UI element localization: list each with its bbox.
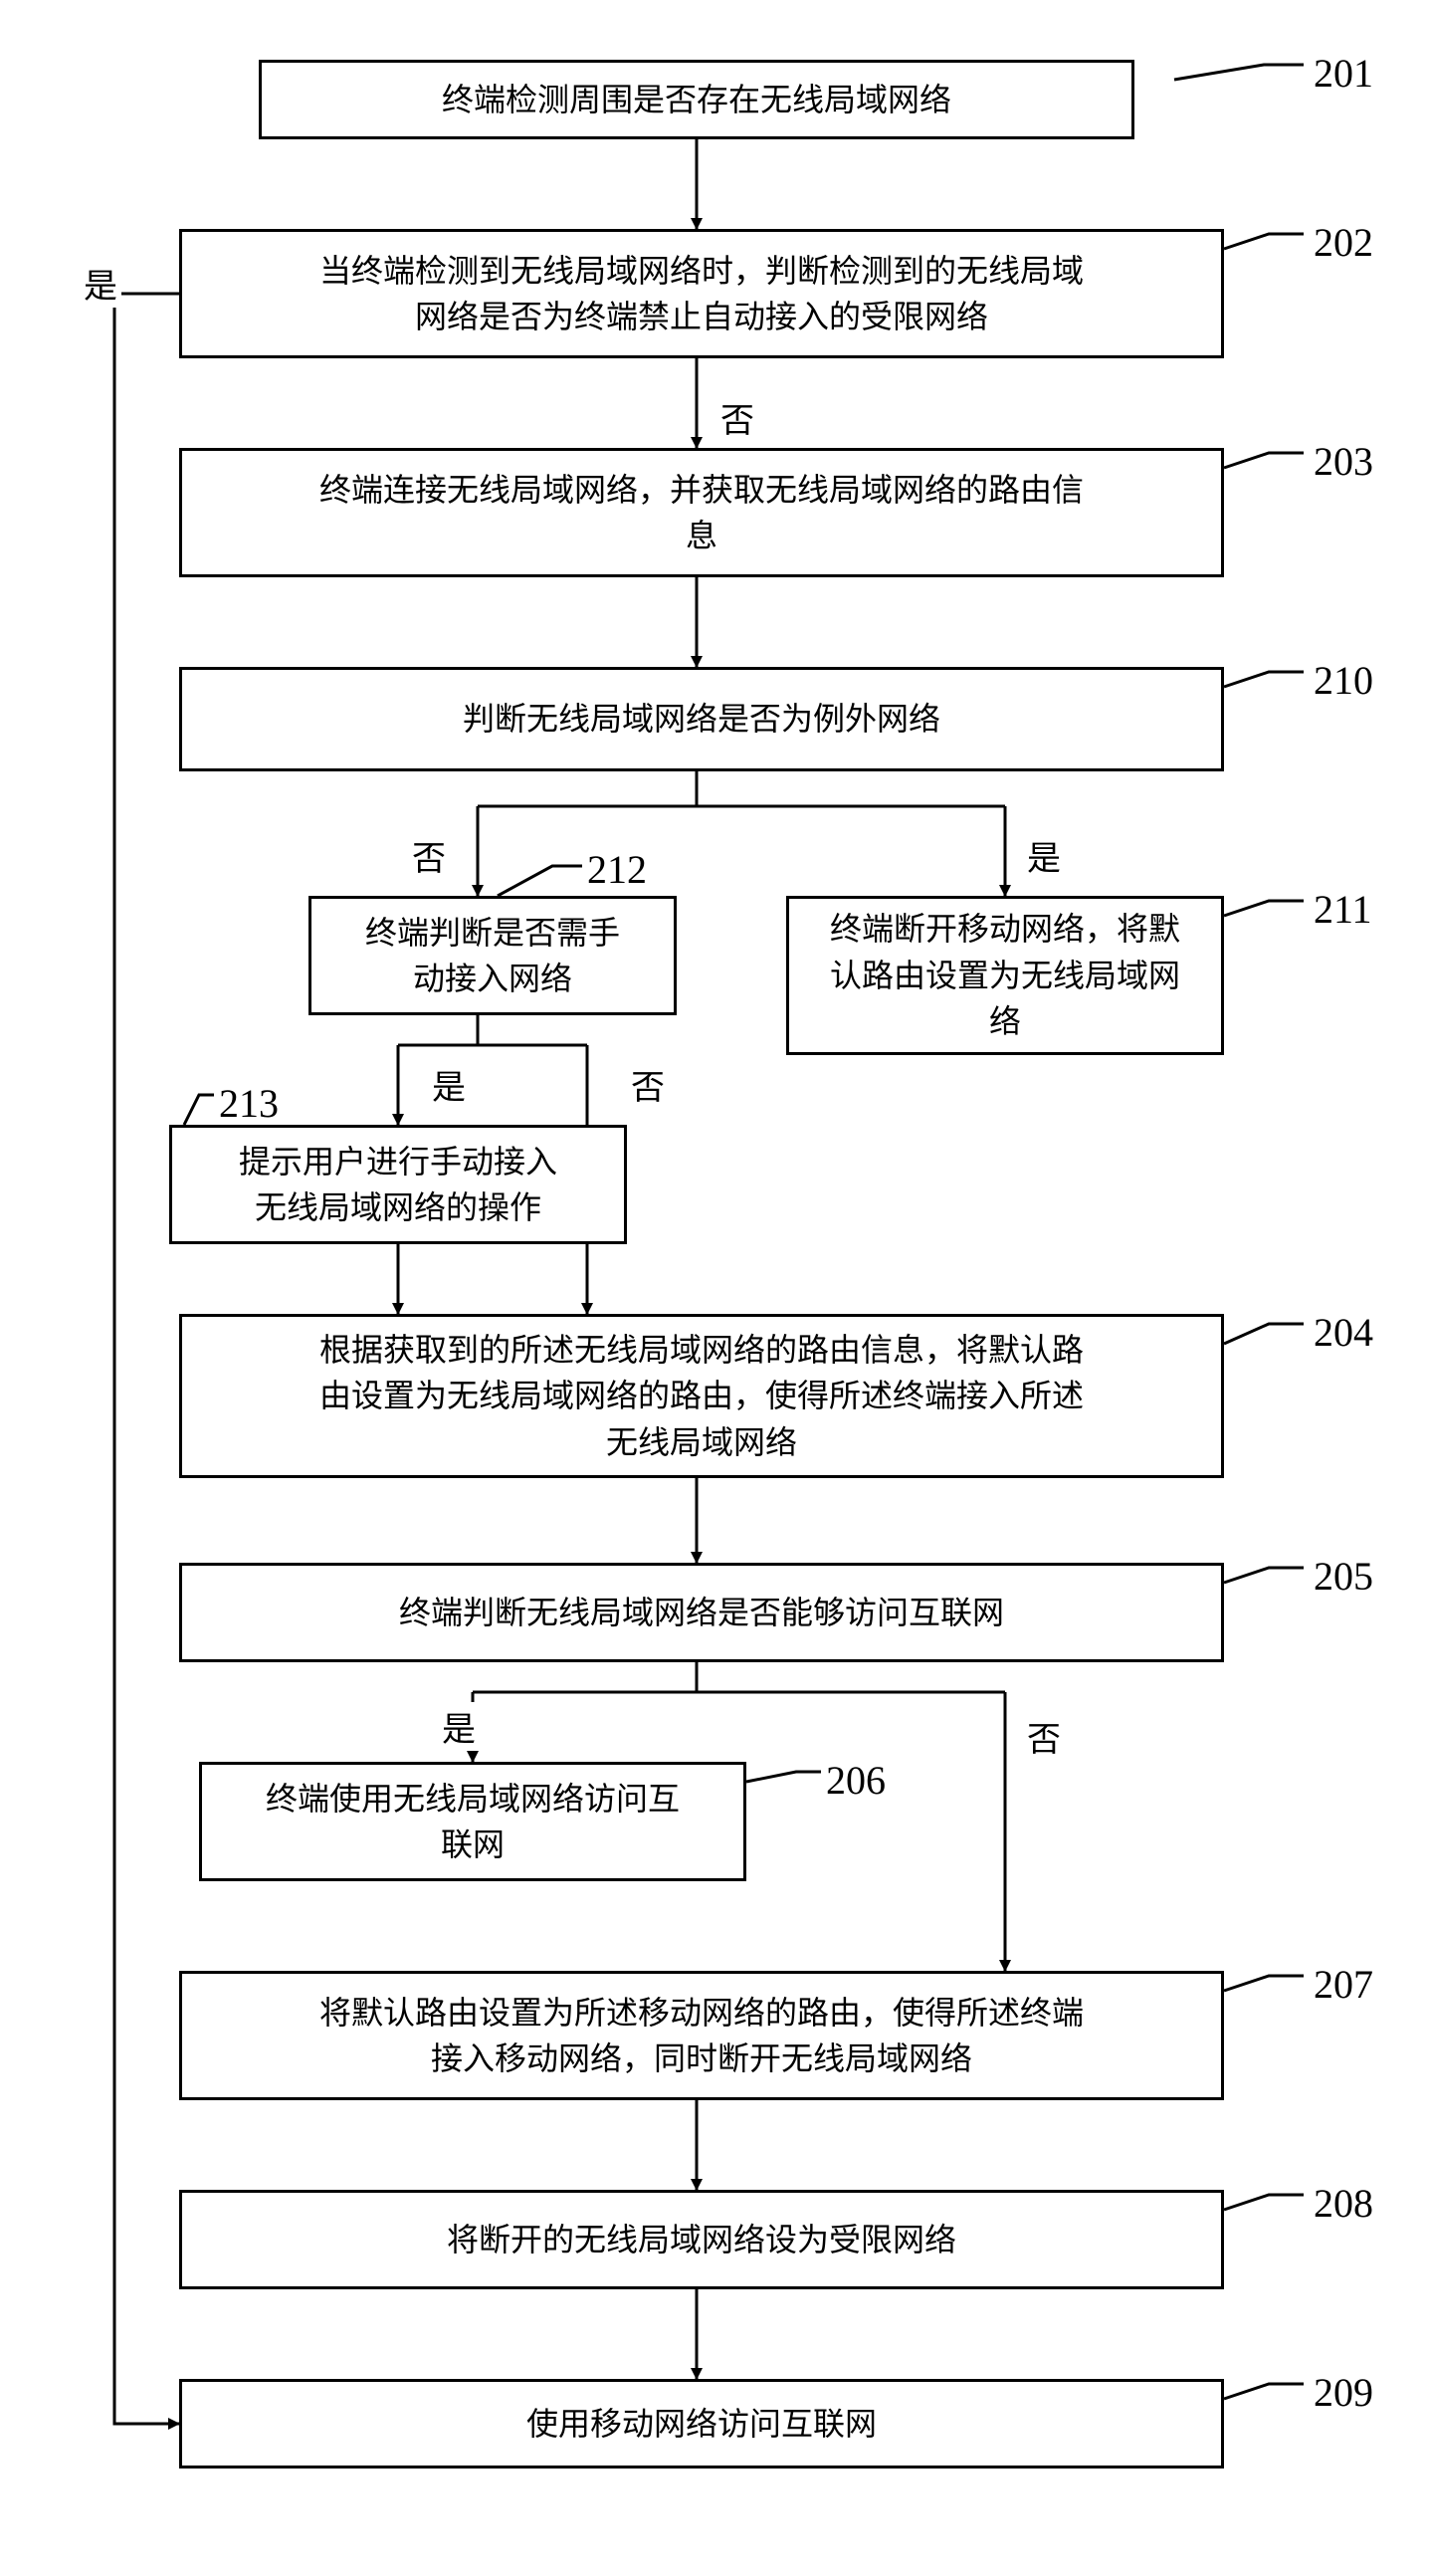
box-208: 将断开的无线局域网络设为受限网络: [179, 2190, 1224, 2289]
box-212: 终端判断是否需手动接入网络: [308, 896, 677, 1015]
box-204: 根据获取到的所述无线局域网络的路由信息，将默认路由设置为无线局域网络的路由，使得…: [179, 1314, 1224, 1478]
leader-ld202: [1224, 234, 1304, 249]
box-201: 终端检测周围是否存在无线局域网络: [259, 60, 1134, 139]
label-201: 201: [1314, 50, 1373, 97]
leader-ld204: [1224, 1324, 1304, 1344]
box-210-text: 判断无线局域网络是否为例外网络: [463, 696, 940, 742]
leader-ld205: [1224, 1568, 1304, 1583]
leader-ld210: [1224, 672, 1304, 687]
edge-yes-212: 是: [428, 1060, 470, 1109]
box-213: 提示用户进行手动接入无线局域网络的操作: [169, 1125, 627, 1244]
box-211: 终端断开移动网络，将默认路由设置为无线局域网络: [786, 896, 1224, 1055]
leader-ld212: [498, 866, 582, 896]
box-207-text: 将默认路由设置为所述移动网络的路由，使得所述终端接入移动网络，同时断开无线局域网…: [319, 1990, 1084, 2082]
box-205: 终端判断无线局域网络是否能够访问互联网: [179, 1563, 1224, 1662]
box-212-text: 终端判断是否需手动接入网络: [365, 910, 620, 1002]
edge-yes-202: 是: [80, 259, 121, 308]
label-207: 207: [1314, 1961, 1373, 2008]
label-209: 209: [1314, 2369, 1373, 2416]
edge-yes-205: 是: [438, 1702, 480, 1751]
label-211: 211: [1314, 886, 1372, 933]
a202-yes-down: [114, 294, 179, 2424]
label-205: 205: [1314, 1553, 1373, 1600]
label-208: 208: [1314, 2180, 1373, 2227]
leader-ld213: [184, 1095, 214, 1125]
box-209-text: 使用移动网络访问互联网: [526, 2401, 877, 2447]
leader-ld206: [746, 1772, 821, 1782]
box-203: 终端连接无线局域网络，并获取无线局域网络的路由信息: [179, 448, 1224, 577]
edge-no-212: 否: [627, 1060, 669, 1109]
label-204: 204: [1314, 1309, 1373, 1356]
box-201-text: 终端检测周围是否存在无线局域网络: [442, 77, 951, 122]
label-202: 202: [1314, 219, 1373, 266]
box-210: 判断无线局域网络是否为例外网络: [179, 667, 1224, 771]
box-213-text: 提示用户进行手动接入无线局域网络的操作: [239, 1139, 557, 1231]
leader-ld209: [1224, 2384, 1304, 2399]
label-203: 203: [1314, 438, 1373, 485]
leader-ld211: [1224, 901, 1304, 916]
leader-ld203: [1224, 453, 1304, 468]
box-202-text: 当终端检测到无线局域网络时，判断检测到的无线局域网络是否为终端禁止自动接入的受限…: [319, 248, 1084, 340]
box-207: 将默认路由设置为所述移动网络的路由，使得所述终端接入移动网络，同时断开无线局域网…: [179, 1971, 1224, 2100]
label-206: 206: [826, 1757, 886, 1804]
box-211-text: 终端断开移动网络，将默认路由设置为无线局域网络: [830, 906, 1180, 1044]
label-213: 213: [219, 1080, 279, 1127]
box-203-text: 终端连接无线局域网络，并获取无线局域网络的路由信息: [319, 467, 1084, 559]
box-204-text: 根据获取到的所述无线局域网络的路由信息，将默认路由设置为无线局域网络的路由，使得…: [319, 1327, 1084, 1465]
edge-no-202: 否: [716, 393, 758, 442]
box-208-text: 将断开的无线局域网络设为受限网络: [447, 2217, 956, 2262]
leader-ld201: [1174, 65, 1304, 80]
box-205-text: 终端判断无线局域网络是否能够访问互联网: [399, 1590, 1004, 1635]
box-206: 终端使用无线局域网络访问互联网: [199, 1762, 746, 1881]
box-202: 当终端检测到无线局域网络时，判断检测到的无线局域网络是否为终端禁止自动接入的受限…: [179, 229, 1224, 358]
leader-ld207: [1224, 1976, 1304, 1991]
edge-no-205: 否: [1023, 1712, 1065, 1761]
leader-ld208: [1224, 2195, 1304, 2210]
edge-yes-210: 是: [1023, 831, 1065, 880]
label-212: 212: [587, 846, 647, 893]
box-206-text: 终端使用无线局域网络访问互联网: [266, 1776, 680, 1868]
label-210: 210: [1314, 657, 1373, 704]
box-209: 使用移动网络访问互联网: [179, 2379, 1224, 2469]
edge-no-210: 否: [408, 831, 450, 880]
